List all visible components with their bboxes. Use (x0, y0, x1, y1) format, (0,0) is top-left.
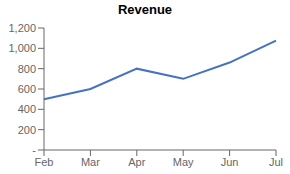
svg-text:Jun: Jun (221, 156, 239, 168)
svg-text:400: 400 (18, 103, 36, 115)
svg-text:Feb: Feb (35, 156, 54, 168)
svg-text:200: 200 (18, 124, 36, 136)
svg-text:800: 800 (18, 63, 36, 75)
svg-text:Jul: Jul (269, 156, 282, 168)
html-text:Revenue: Revenue (117, 2, 173, 17)
svg-text:1,200: 1,200 (8, 22, 36, 34)
svg-text:Mar: Mar (81, 156, 100, 168)
svg-text:1,000: 1,000 (8, 42, 36, 54)
svg-text:May: May (173, 156, 194, 168)
svg-text:Apr: Apr (128, 156, 145, 168)
svg-text:600: 600 (18, 83, 36, 95)
svg-text:-: - (32, 144, 36, 156)
